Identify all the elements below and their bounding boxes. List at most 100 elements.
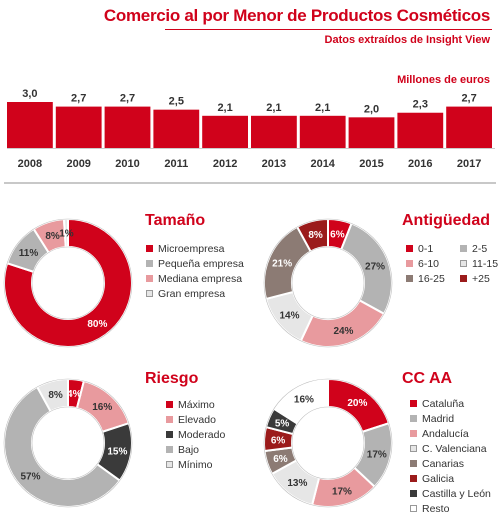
legend-cc-aa: Cataluña Madrid Andalucía C. Valenciana Cana… (410, 396, 491, 516)
legend-swatch (406, 275, 413, 282)
legend-label: 16-25 (418, 272, 445, 285)
bar-2014 (299, 115, 346, 148)
x-tick-label-2014: 2014 (310, 158, 335, 170)
legend-swatch (460, 245, 467, 252)
title-rule (165, 29, 492, 30)
legend-swatch (410, 430, 417, 437)
legend-item-minimo: Mínimo (166, 457, 225, 472)
slice-label-tamano-mediana-empresa: 8% (45, 231, 60, 242)
legend-antiguedad: 0-1 2-5 6-10 11-15 16-25 +25 (406, 241, 500, 286)
donut-chart-riesgo: 4% 16% 15% 57% 8% (3, 377, 133, 508)
x-tick-label-2013: 2013 (262, 158, 286, 170)
legend-label: 6-10 (418, 257, 440, 270)
page-subtitle: Datos extraídos de Insight View (324, 34, 490, 46)
bar-2008 (7, 102, 53, 148)
bar-2015 (348, 117, 395, 148)
donut-title-riesgo: Riesgo (145, 370, 199, 387)
slice-label-cc-aa-andalucia: 17% (332, 487, 352, 498)
bar-value-label-2010: 2,7 (120, 93, 135, 105)
bar-2013 (251, 115, 297, 148)
slice-label-antiguedad-2-5: 27% (365, 262, 385, 273)
legend-swatch (410, 400, 417, 407)
bar-2009 (55, 106, 102, 148)
legend-swatch (460, 260, 467, 267)
slice-label-antiguedad-25: 8% (308, 230, 323, 241)
legend-swatch (410, 505, 417, 512)
x-tick-label-2008: 2008 (18, 158, 42, 170)
legend-label: Resto (422, 502, 450, 515)
legend-item-canarias: Canarias (410, 456, 491, 471)
legend-item-c-valenciana: C. Valenciana (410, 441, 491, 456)
slice-antiguedad-6-10 (299, 298, 386, 348)
slice-label-cc-aa-madrid: 17% (367, 449, 387, 460)
x-tick-label-2011: 2011 (164, 158, 188, 170)
legend-swatch (146, 245, 153, 252)
legend-item-elevado: Elevado (166, 412, 225, 427)
legend-label: Andalucía (422, 427, 469, 440)
legend-swatch (166, 431, 173, 438)
legend-swatch (146, 260, 153, 267)
bar-value-label-2016: 2,3 (413, 99, 428, 111)
legend-swatch (406, 260, 413, 267)
legend-item-0-1: 0-1 (406, 241, 460, 256)
donut-hole-outline-tamano (31, 246, 105, 320)
legend-label: Bajo (178, 443, 200, 456)
legend-swatch (166, 461, 173, 468)
legend-item-resto: Resto (410, 501, 491, 516)
legend-item-mediana-empresa: Mediana empresa (146, 271, 244, 286)
bar-value-label-2017: 2,7 (461, 93, 476, 105)
legend-item-cataluna: Cataluña (410, 396, 491, 411)
legend-item-bajo: Bajo (166, 442, 225, 457)
slice-label-cc-aa-castilla-y-leon: 5% (275, 419, 290, 430)
donut-chart-antiguedad: 6% 27% 24% 14% 21% 8% (263, 217, 393, 348)
x-tick-label-2010: 2010 (115, 158, 139, 170)
legend-label: 0-1 (418, 242, 434, 255)
legend-item-25: +25 (460, 271, 500, 286)
x-tick-label-2012: 2012 (213, 158, 237, 170)
legend-swatch (146, 275, 153, 282)
legend-item-gran-empresa: Gran empresa (146, 286, 244, 301)
legend-label: Mediana empresa (158, 272, 243, 285)
legend-label: Canarias (422, 457, 465, 470)
donut-title-cc-aa: CC AA (402, 370, 453, 387)
legend-item-andalucia: Andalucía (410, 426, 491, 441)
slice-label-riesgo-bajo: 57% (20, 472, 40, 483)
legend-label: Máximo (178, 398, 215, 411)
legend-item-pequena-empresa: Pequeña empresa (146, 256, 244, 271)
bar-value-label-2014: 2,1 (315, 102, 330, 114)
legend-item-microempresa: Microempresa (146, 241, 244, 256)
slice-label-cc-aa-cataluna: 20% (347, 398, 367, 409)
legend-label: +25 (472, 272, 490, 285)
bar-2010 (104, 106, 151, 148)
bar-value-label-2011: 2,5 (169, 96, 184, 108)
legend-swatch (410, 460, 417, 467)
x-tick-label-2016: 2016 (408, 158, 432, 170)
slice-label-riesgo-maximo: 4% (67, 389, 82, 400)
legend-item-maximo: Máximo (166, 397, 225, 412)
legend-item-11-15: 11-15 (460, 256, 500, 271)
legend-swatch (146, 290, 153, 297)
legend-label: Gran empresa (158, 287, 226, 300)
section-divider (4, 182, 496, 184)
legend-label: Mínimo (178, 458, 213, 471)
legend-label: Elevado (178, 413, 216, 426)
legend-label: Moderado (178, 428, 226, 441)
bar-value-label-2013: 2,1 (266, 102, 281, 114)
bar-2012 (202, 115, 248, 148)
bar-2016 (397, 112, 444, 148)
x-tick-label-2015: 2015 (359, 158, 383, 170)
legend-label: C. Valenciana (422, 442, 487, 455)
donut-chart-cc-aa: 20% 17% 17% 13% 6% 6% 5% 16% (263, 377, 393, 508)
x-tick-label-2009: 2009 (66, 158, 90, 170)
legend-label: Microempresa (158, 242, 225, 255)
bar-2017 (446, 106, 492, 148)
slice-label-riesgo-moderado: 15% (107, 446, 127, 457)
legend-label: Galicia (422, 472, 455, 485)
slice-label-tamano-gran-empresa: 1% (59, 229, 74, 240)
legend-swatch (166, 446, 173, 453)
legend-label: Cataluña (422, 397, 465, 410)
legend-item-madrid: Madrid (410, 411, 491, 426)
legend-label: 2-5 (472, 242, 488, 255)
slice-label-riesgo-elevado: 16% (92, 402, 112, 413)
legend-item-galicia: Galicia (410, 471, 491, 486)
